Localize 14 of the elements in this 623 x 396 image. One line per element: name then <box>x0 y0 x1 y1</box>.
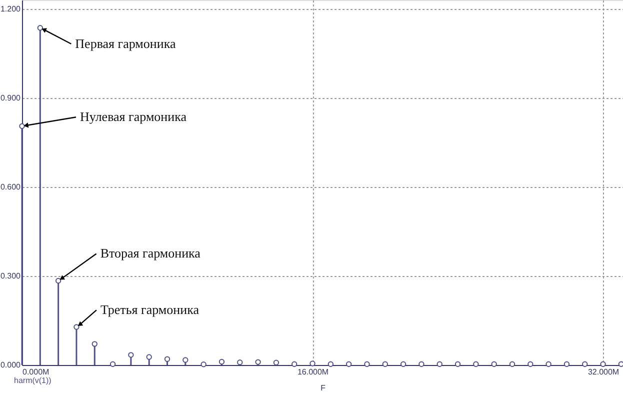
x-tick-label: 32.000M <box>588 368 620 376</box>
annotation: Третья гармоника <box>100 302 200 318</box>
annotation: Первая гармоника <box>75 36 176 51</box>
annotation: Вторая гармоника <box>100 246 201 261</box>
annotation: Нулевая гармоника <box>80 109 187 124</box>
y-tick-label: 1.200 <box>0 4 22 14</box>
y-tick-label: 0.300 <box>0 271 22 280</box>
x-axis-title: F <box>320 384 326 392</box>
y-tick-label: 0.000 <box>0 360 22 370</box>
x-tick-label: 0.000M <box>22 368 50 376</box>
y-tick-label: 0.900 <box>0 93 22 102</box>
y-tick-label: 0.600 <box>0 182 22 192</box>
x-tick-label: 16.000M <box>297 368 329 376</box>
text: harm(v(1)) <box>14 376 52 385</box>
